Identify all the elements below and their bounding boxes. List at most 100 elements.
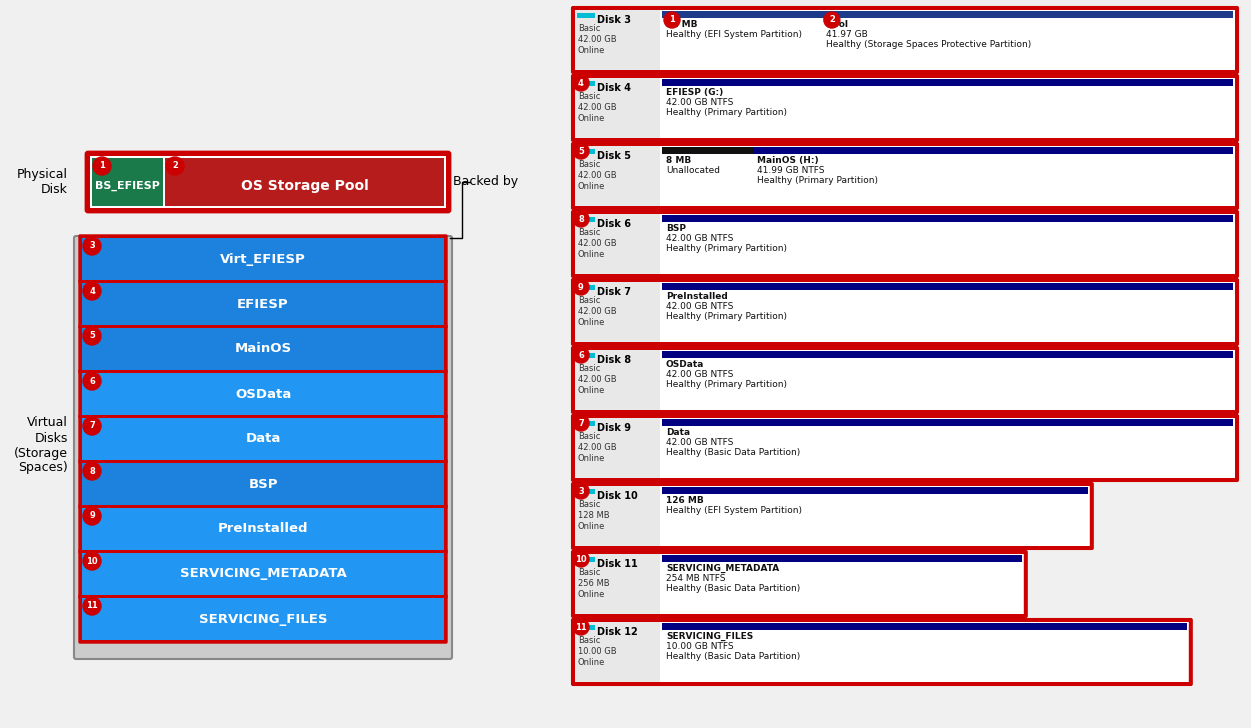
Bar [822,11,1233,18]
Bar [662,223,1232,273]
FancyBboxPatch shape [575,78,1235,138]
Bar [662,487,1088,494]
Bar [662,291,1232,341]
Text: 3: 3 [89,242,95,250]
Bar [662,155,752,205]
Text: 6: 6 [89,376,95,386]
Text: Disk 6: Disk 6 [597,219,631,229]
Bar [165,158,444,206]
Text: Data: Data [245,432,280,446]
Bar [662,283,1233,290]
Text: SERVICING_METADATA: SERVICING_METADATA [180,568,347,580]
Text: 6: 6 [578,350,584,360]
FancyBboxPatch shape [572,347,1238,413]
Text: Disk 7: Disk 7 [597,287,631,297]
Text: 254 MB NTFS: 254 MB NTFS [666,574,726,583]
Text: SERVICING_FILES: SERVICING_FILES [666,632,753,641]
Circle shape [664,12,681,28]
Bar [662,11,822,18]
Bar [753,147,1233,154]
Bar [662,623,1187,630]
Text: Pool: Pool [826,20,848,29]
Bar [662,215,1233,222]
Bar [93,158,163,206]
Bar [575,622,661,682]
Bar [575,214,661,274]
Text: MainOS (H:): MainOS (H:) [757,156,819,165]
Bar [577,81,595,86]
FancyBboxPatch shape [83,238,444,280]
Text: Disk 5: Disk 5 [597,151,631,161]
FancyBboxPatch shape [79,370,447,418]
Circle shape [573,347,589,363]
Text: Disk 3: Disk 3 [597,15,631,25]
Text: 5: 5 [578,146,584,156]
Text: 41.97 GB: 41.97 GB [826,30,868,39]
Bar [577,625,595,630]
Text: 126 MB: 126 MB [666,496,704,505]
Text: Disk 11: Disk 11 [597,559,638,569]
Text: Disk 10: Disk 10 [597,491,638,501]
Text: PreInstalled: PreInstalled [218,523,308,536]
Text: MainOS: MainOS [234,342,291,355]
FancyBboxPatch shape [572,279,1238,345]
FancyBboxPatch shape [86,152,450,212]
Bar [577,421,595,426]
Text: Basic
42.00 GB
Online: Basic 42.00 GB Online [578,296,617,327]
Text: 3: 3 [578,486,584,496]
Text: 9: 9 [89,512,95,521]
FancyBboxPatch shape [79,415,447,463]
FancyBboxPatch shape [575,214,1235,274]
Text: Healthy (Primary Partition): Healthy (Primary Partition) [666,244,787,253]
Circle shape [573,143,589,159]
Bar [662,79,1233,86]
Bar [577,353,595,358]
FancyBboxPatch shape [575,554,1023,614]
Circle shape [83,372,101,390]
Bar [662,87,1232,137]
Text: PreInstalled: PreInstalled [666,292,728,301]
Bar [662,359,1232,409]
Bar [662,495,1087,545]
FancyBboxPatch shape [83,328,444,370]
FancyBboxPatch shape [575,486,1090,546]
Circle shape [573,619,589,635]
Text: Physical
Disk: Physical Disk [18,168,68,196]
FancyBboxPatch shape [575,282,1235,342]
Circle shape [83,507,101,525]
FancyBboxPatch shape [572,619,1192,685]
FancyBboxPatch shape [575,350,1235,410]
Text: Backed by: Backed by [453,175,518,189]
Bar [662,427,1232,477]
Text: Healthy (EFI System Partition): Healthy (EFI System Partition) [666,30,802,39]
Bar [575,350,661,410]
Text: Disk 4: Disk 4 [597,83,631,93]
Bar [577,285,595,290]
Bar [575,282,661,342]
Circle shape [83,597,101,615]
Text: Virtual
Disks
(Storage
Spaces): Virtual Disks (Storage Spaces) [14,416,68,475]
Bar [662,351,1233,358]
FancyBboxPatch shape [83,463,444,505]
Text: 42.00 GB NTFS: 42.00 GB NTFS [666,234,733,243]
FancyBboxPatch shape [575,146,1235,206]
Bar [577,557,595,562]
Text: SERVICING_METADATA: SERVICING_METADATA [666,564,779,573]
Text: Basic
42.00 GB
Online: Basic 42.00 GB Online [578,228,617,259]
FancyBboxPatch shape [83,238,444,280]
Circle shape [83,327,101,345]
Bar [575,418,661,478]
Circle shape [573,75,589,91]
Text: BS_EFIESP: BS_EFIESP [95,181,160,191]
Text: Disk 8: Disk 8 [597,355,631,365]
Text: 8: 8 [578,215,584,223]
FancyBboxPatch shape [572,551,1027,617]
Text: OSData: OSData [666,360,704,369]
FancyBboxPatch shape [572,211,1238,277]
Text: Data: Data [666,428,691,437]
FancyBboxPatch shape [83,553,444,595]
FancyBboxPatch shape [79,460,447,508]
Text: OSData: OSData [235,387,291,400]
Bar [575,10,661,70]
Text: 4: 4 [89,287,95,296]
